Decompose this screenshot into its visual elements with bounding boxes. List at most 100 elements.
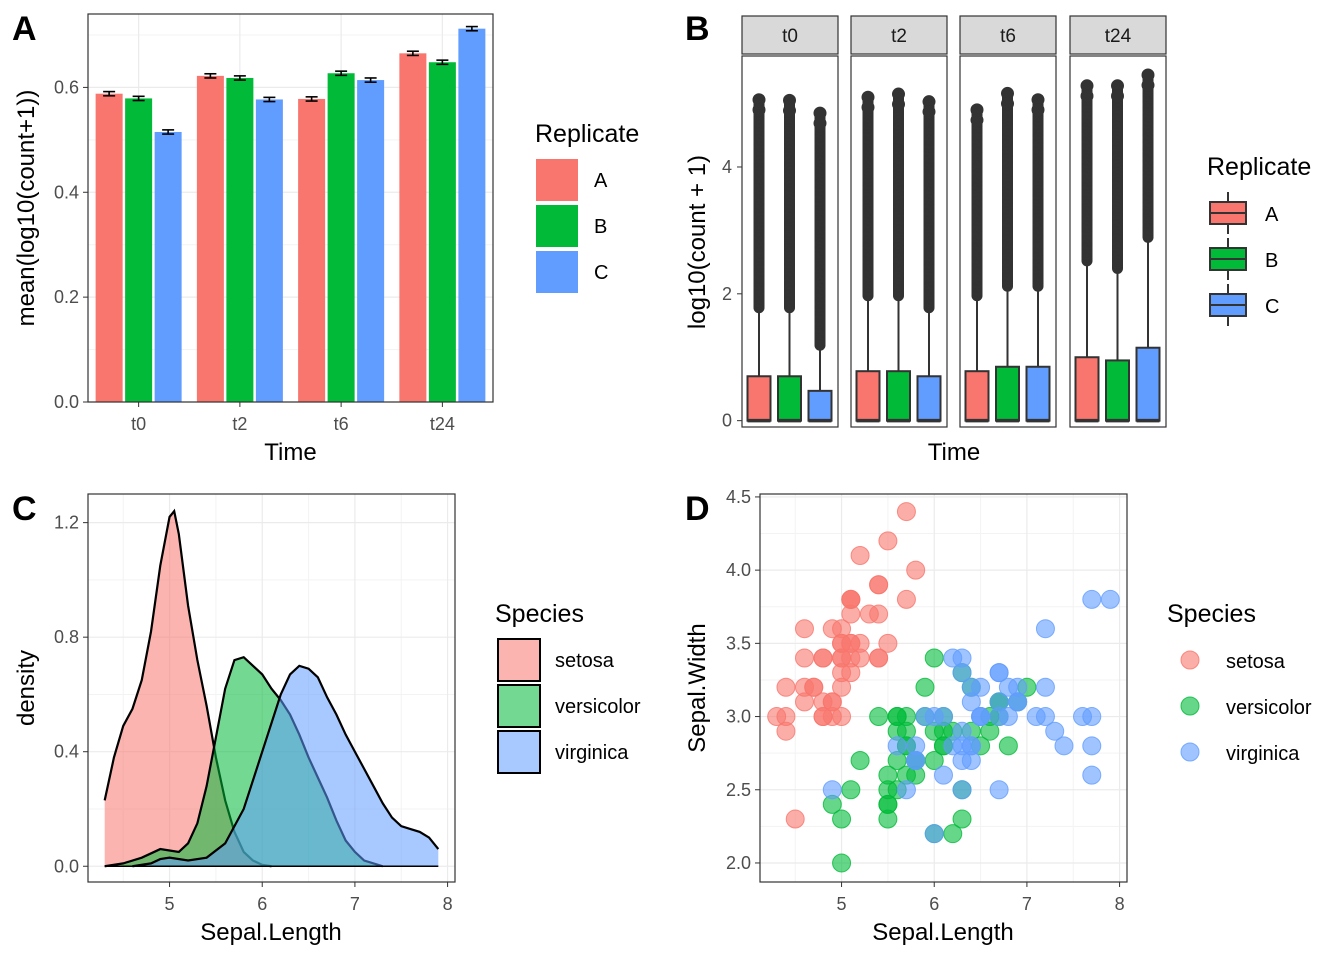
x-tick-label: t6	[334, 414, 349, 434]
scatter-point-setosa	[832, 663, 852, 683]
scatter-point-setosa	[896, 589, 916, 609]
plot-border	[759, 493, 1128, 883]
scatter-point-setosa	[776, 707, 796, 727]
y-axis-title: log10(count + 1)	[684, 155, 711, 329]
legend-label: virginica	[1226, 743, 1300, 765]
x-tick-label: t2	[232, 414, 247, 434]
scatter-point-setosa	[794, 648, 814, 668]
x-tick-label: t24	[430, 414, 455, 434]
bar-A-t0	[95, 93, 123, 402]
scatter-point-setosa	[813, 648, 833, 668]
legend-label: A	[1265, 204, 1279, 226]
box-C-t6	[1025, 365, 1051, 422]
legend-label: C	[594, 262, 608, 284]
y-tick-label: 0	[722, 411, 732, 431]
box-B-t2	[886, 370, 911, 422]
scatter-point-virginica	[924, 824, 944, 844]
x-tick-label: 5	[837, 894, 847, 914]
scatter-point-versicolor	[850, 750, 870, 770]
density-area-virginica	[132, 665, 439, 867]
scatter-point-versicolor	[943, 824, 963, 844]
y-tick-label: 4.5	[726, 487, 751, 507]
scatter-point-virginica	[1100, 589, 1120, 609]
legend-title: Species	[1167, 600, 1256, 628]
legend-key-versicolor	[1180, 696, 1200, 716]
scatter-point-virginica	[1035, 707, 1055, 727]
scatter-point-virginica	[998, 677, 1018, 697]
scatter-point-setosa	[832, 707, 852, 727]
scatter-point-virginica	[989, 780, 1009, 800]
outlier-point	[861, 90, 875, 104]
scatter-point-virginica	[989, 707, 1009, 727]
facet-strip-t2	[850, 15, 948, 55]
scatter-point-virginica	[1054, 736, 1074, 756]
scatter-point-versicolor	[952, 809, 972, 829]
outlier-point	[783, 93, 796, 107]
scatter-point-versicolor	[924, 648, 944, 668]
density-line-virginica	[132, 664, 440, 868]
x-axis-title: Time	[264, 439, 316, 466]
scatter-point-setosa	[878, 531, 898, 551]
x-tick-label: 8	[443, 894, 453, 914]
scatter-point-virginica	[989, 663, 1009, 683]
scatter-point-virginica	[915, 707, 935, 727]
outlier-point	[922, 95, 936, 109]
legend-label: versicolor	[555, 696, 641, 718]
scatter-point-setosa	[794, 677, 814, 697]
scatter-point-virginica	[971, 707, 991, 727]
outlier-point	[1001, 97, 1014, 111]
outlier-point	[1141, 78, 1155, 92]
bar-B-t0	[125, 98, 153, 403]
y-tick-label: 4	[722, 157, 732, 177]
scatter-point-versicolor	[915, 677, 935, 697]
box-C-t24	[1135, 346, 1161, 422]
legend-key-setosa	[497, 638, 541, 682]
box-C-t2	[916, 375, 942, 422]
legend-label: B	[1265, 250, 1278, 272]
y-tick-label: 2	[722, 284, 732, 304]
x-tick-label: 8	[1115, 894, 1125, 914]
scatter-point-virginica	[1045, 721, 1065, 741]
outlier-point	[1031, 93, 1045, 107]
scatter-point-setosa	[794, 619, 814, 639]
box-B-t24	[1105, 359, 1130, 422]
y-axis-title: density	[13, 650, 40, 726]
outlier-point	[922, 105, 936, 119]
outlier-point	[1001, 86, 1014, 100]
panel-b-boxplot-chart: t0 t2 t6 t24 0 2 4 Time log10(count + 1) Replicat…	[684, 15, 1311, 466]
plot-border	[87, 493, 456, 883]
x-tick-label: 6	[929, 894, 939, 914]
y-tick-label: 0.4	[54, 182, 79, 202]
legend-label: setosa	[555, 650, 615, 672]
x-tick-label: 7	[350, 894, 360, 914]
panel-d-scatter-chart: 2.0 2.5 3.0 3.5 4.0 4.5 5 6 7 8 Sepal.Length Sepal.…	[684, 487, 1312, 946]
outlier-point	[813, 106, 827, 120]
scatter-point-setosa	[859, 604, 879, 624]
x-tick-label: t0	[131, 414, 146, 434]
legend-label: versicolor	[1226, 697, 1312, 719]
x-axis-title: Time	[928, 439, 980, 466]
outlier-point	[752, 103, 766, 117]
outlier-point	[1141, 68, 1155, 82]
x-axis-title: Sepal.Length	[200, 919, 341, 946]
scatter-point-versicolor	[878, 765, 898, 785]
outlier-point	[970, 103, 984, 117]
outlier-point	[1111, 89, 1124, 103]
legend-label: virginica	[555, 742, 629, 764]
plot-border	[87, 13, 494, 403]
bar-A-t2	[196, 75, 224, 402]
scatter-point-setosa	[896, 502, 916, 522]
scatter-point-virginica	[943, 648, 963, 668]
outlier-point	[1080, 89, 1094, 103]
y-tick-label: 1.2	[54, 513, 79, 533]
scatter-point-virginica	[961, 692, 981, 712]
scatter-point-setosa	[850, 545, 870, 565]
y-tick-label: 0.6	[54, 77, 79, 97]
box-B-t0	[777, 375, 802, 422]
outlier-point	[1080, 79, 1094, 93]
y-tick-label: 2.0	[726, 853, 751, 873]
outlier-point	[861, 100, 875, 114]
legend-key-versicolor	[497, 684, 541, 728]
scatter-point-setosa	[813, 707, 833, 727]
legend-key-A	[536, 159, 578, 201]
